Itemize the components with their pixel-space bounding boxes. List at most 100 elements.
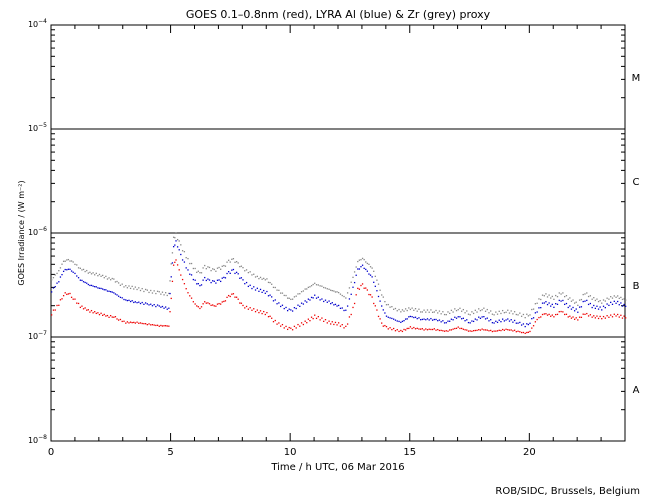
data-point	[553, 298, 555, 301]
data-point	[610, 314, 612, 316]
data-point	[168, 292, 170, 295]
data-point	[481, 316, 483, 318]
data-point	[478, 316, 480, 318]
data-point	[352, 276, 354, 278]
data-point	[300, 302, 303, 304]
data-point	[543, 295, 545, 297]
data-point	[95, 272, 97, 275]
data-point	[440, 321, 442, 323]
data-point	[366, 289, 368, 291]
data-point	[146, 303, 148, 305]
data-point	[389, 306, 391, 308]
data-point	[526, 323, 528, 325]
data-point	[564, 303, 566, 306]
data-point	[438, 319, 441, 321]
data-point	[580, 316, 583, 318]
data-point	[502, 309, 504, 312]
data-point	[462, 328, 465, 330]
data-point	[346, 292, 349, 294]
data-point	[610, 295, 612, 298]
data-point	[254, 289, 257, 291]
data-point	[94, 274, 96, 276]
data-point	[484, 310, 487, 312]
data-point	[360, 266, 362, 268]
data-point	[185, 256, 187, 259]
data-point	[564, 313, 566, 316]
data-point	[373, 270, 375, 272]
data-point	[131, 285, 133, 288]
data-point	[51, 279, 53, 281]
data-point	[587, 315, 590, 317]
data-point	[196, 271, 198, 274]
data-point	[331, 302, 333, 304]
data-point	[517, 314, 519, 316]
data-point	[387, 316, 389, 318]
data-point	[608, 304, 610, 307]
data-point	[459, 316, 461, 318]
data-point	[64, 260, 66, 262]
data-point	[54, 274, 56, 276]
data-point	[216, 303, 219, 305]
data-point	[385, 325, 388, 328]
data-point	[202, 279, 204, 281]
data-point	[333, 304, 335, 306]
data-point	[368, 263, 370, 265]
data-point	[66, 293, 68, 296]
data-point	[172, 236, 175, 238]
data-point	[425, 319, 427, 321]
data-point	[190, 262, 193, 265]
data-point	[496, 330, 499, 332]
data-point	[330, 302, 332, 305]
data-point	[226, 272, 228, 275]
data-point	[352, 286, 354, 288]
data-point	[111, 316, 113, 318]
data-point	[440, 329, 442, 332]
data-point	[235, 271, 238, 274]
data-point	[560, 293, 562, 295]
data-point	[551, 303, 553, 306]
data-point	[221, 277, 223, 279]
data-point	[505, 328, 507, 330]
data-point	[621, 317, 624, 319]
data-point	[591, 306, 593, 309]
data-point	[457, 326, 459, 328]
data-point	[572, 316, 574, 318]
data-point	[276, 303, 278, 305]
data-point	[586, 299, 588, 302]
data-point	[207, 302, 209, 304]
data-point	[240, 265, 243, 267]
data-point	[350, 313, 352, 316]
data-point	[321, 285, 323, 287]
data-point	[519, 321, 521, 324]
data-point	[274, 299, 276, 301]
data-point	[242, 304, 244, 307]
data-point	[117, 319, 120, 321]
data-point	[321, 317, 323, 319]
data-point	[239, 266, 241, 268]
data-point	[165, 306, 167, 308]
data-point	[95, 286, 97, 288]
data-point	[105, 275, 107, 278]
data-point	[86, 269, 88, 272]
data-point	[156, 324, 159, 326]
data-point	[358, 259, 361, 261]
data-point	[61, 298, 63, 300]
data-point	[281, 292, 284, 294]
data-point	[488, 312, 490, 314]
data-point	[290, 309, 292, 311]
data-point	[503, 329, 506, 331]
data-point	[472, 320, 475, 323]
data-point	[381, 305, 383, 307]
data-point	[532, 317, 535, 319]
data-point	[618, 316, 620, 318]
data-point	[469, 322, 471, 324]
data-point	[52, 309, 55, 311]
data-point	[541, 302, 544, 304]
data-point	[247, 308, 250, 310]
data-point	[148, 291, 150, 294]
data-point	[267, 295, 270, 297]
data-point	[447, 311, 449, 313]
data-point	[326, 301, 328, 303]
data-point	[510, 310, 512, 312]
data-point	[617, 300, 619, 303]
